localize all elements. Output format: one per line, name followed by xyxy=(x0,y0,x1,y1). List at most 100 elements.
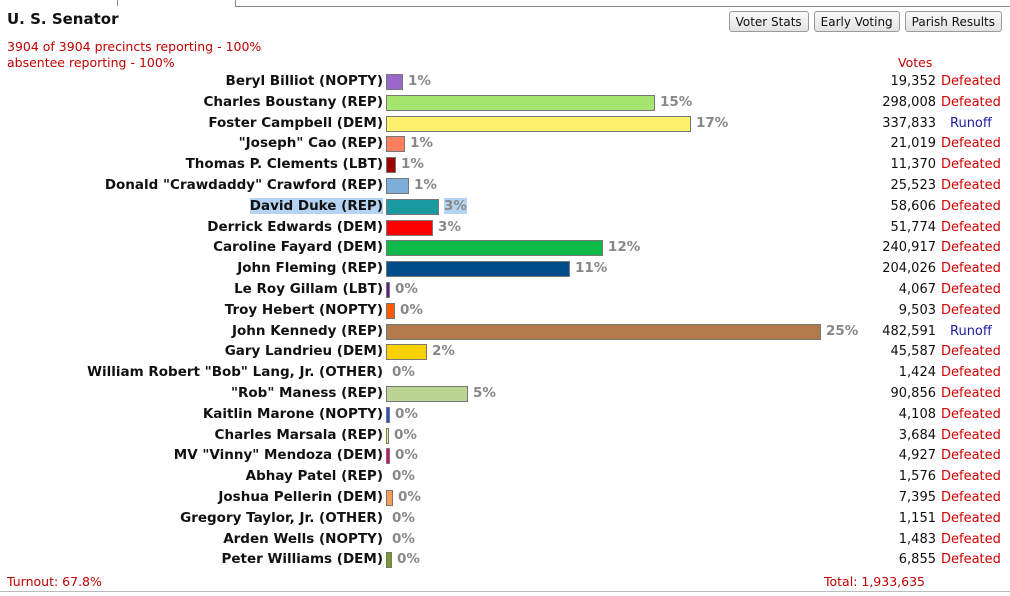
result-row: Gregory Taylor, Jr. (OTHER) 0% 1,151 Defeat… xyxy=(0,509,1010,530)
candidate-name[interactable]: John Fleming (REP) xyxy=(237,260,383,277)
candidate-name[interactable]: Arden Wells (NOPTY) xyxy=(223,530,383,547)
vote-count: 240,917 xyxy=(882,240,936,256)
result-row: John Fleming (REP) 11% 204,026 Defeated xyxy=(0,259,1010,280)
candidate-name[interactable]: Joshua Pellerin (DEM) xyxy=(218,488,383,505)
result-row: Caroline Fayard (DEM) 12% 240,917 Defeated xyxy=(0,238,1010,259)
action-buttons: Voter Stats Early Voting Parish Results xyxy=(728,11,1002,32)
vote-percent: 17% xyxy=(696,114,729,131)
vote-percent: 1% xyxy=(414,176,437,193)
candidate-name[interactable]: MV "Vinny" Mendoza (DEM) xyxy=(173,447,383,464)
vote-percent: 3% xyxy=(438,218,461,235)
votes-column-header: Votes xyxy=(898,55,933,70)
vote-percent: 12% xyxy=(608,239,641,256)
vote-count: 4,108 xyxy=(898,406,936,422)
vote-percent: 3% xyxy=(444,197,467,214)
result-row: William Robert "Bob" Lang, Jr. (OTHER) 0%… xyxy=(0,363,1010,384)
candidate-name[interactable]: William Robert "Bob" Lang, Jr. (OTHER) xyxy=(87,364,383,381)
result-row: Abhay Patel (REP) 0% 1,576 Defeated xyxy=(0,467,1010,488)
outcome-status: Defeated xyxy=(941,489,1001,505)
vote-percent: 5% xyxy=(473,384,496,401)
outcome-status: Defeated xyxy=(941,136,1001,152)
outcome-status: Defeated xyxy=(941,344,1001,360)
vote-bar xyxy=(386,177,409,194)
candidate-name[interactable]: David Duke (REP) xyxy=(249,197,383,214)
candidate-name[interactable]: Gregory Taylor, Jr. (OTHER) xyxy=(180,509,383,526)
outcome-status: Defeated xyxy=(941,302,1001,318)
vote-percent: 15% xyxy=(660,93,693,110)
result-row: Le Roy Gillam (LBT) 0% 4,067 Defeated xyxy=(0,280,1010,301)
candidate-name[interactable]: Le Roy Gillam (LBT) xyxy=(234,280,383,297)
result-row: Charles Boustany (REP) 15% 298,008 Defeated xyxy=(0,93,1010,114)
outcome-status: Defeated xyxy=(941,469,1001,485)
outcome-status: Defeated xyxy=(941,219,1001,235)
result-row: Charles Marsala (REP) 0% 3,684 Defeated xyxy=(0,426,1010,447)
candidate-name[interactable]: Donald "Crawdaddy" Crawford (REP) xyxy=(104,176,383,193)
candidate-name[interactable]: "Joseph" Cao (REP) xyxy=(238,135,383,152)
outcome-status: Defeated xyxy=(941,177,1001,193)
candidate-name[interactable]: Charles Boustany (REP) xyxy=(203,93,383,110)
candidate-name[interactable]: Thomas P. Clements (LBT) xyxy=(185,156,383,173)
vote-count: 58,606 xyxy=(890,198,937,214)
vote-percent: 25% xyxy=(826,322,859,339)
result-row: Thomas P. Clements (LBT) 1% 11,370 Defeated xyxy=(0,155,1010,176)
vote-count: 25,523 xyxy=(890,177,937,193)
vote-percent: 1% xyxy=(401,156,424,173)
candidate-name[interactable]: Foster Campbell (DEM) xyxy=(208,114,383,131)
outcome-status: Defeated xyxy=(941,94,1001,110)
vote-bar xyxy=(386,240,603,257)
candidate-name[interactable]: Abhay Patel (REP) xyxy=(245,468,383,485)
vote-bar xyxy=(386,302,395,319)
outcome-status: Defeated xyxy=(941,157,1001,173)
result-row: David Duke (REP) 3% 58,606 Defeated xyxy=(0,197,1010,218)
outcome-status: Defeated xyxy=(941,552,1001,568)
vote-percent: 0% xyxy=(395,280,418,297)
candidate-name[interactable]: "Rob" Maness (REP) xyxy=(230,384,383,401)
candidate-name[interactable]: Gary Landrieu (DEM) xyxy=(224,343,383,360)
vote-bar xyxy=(386,261,570,278)
outcome-status: Defeated xyxy=(941,406,1001,422)
vote-percent: 0% xyxy=(392,468,415,485)
vote-count: 482,591 xyxy=(882,323,936,339)
vote-count: 9,503 xyxy=(898,302,936,318)
result-row: Derrick Edwards (DEM) 3% 51,774 Defeated xyxy=(0,218,1010,239)
early-voting-button[interactable]: Early Voting xyxy=(813,11,900,32)
vote-bar xyxy=(386,74,403,90)
vote-count: 3,684 xyxy=(898,427,936,443)
vote-count: 19,352 xyxy=(890,74,937,89)
vote-percent: 0% xyxy=(392,530,415,547)
outcome-status: Defeated xyxy=(941,427,1001,443)
outcome-status: Runoff xyxy=(950,115,992,131)
candidate-name[interactable]: Kaitlin Marone (NOPTY) xyxy=(202,405,383,422)
vote-count: 337,833 xyxy=(882,115,936,131)
result-row: Joshua Pellerin (DEM) 0% 7,395 Defeated xyxy=(0,488,1010,509)
candidate-name[interactable]: Peter Williams (DEM) xyxy=(221,551,383,568)
vote-percent: 11% xyxy=(575,260,608,277)
vote-percent: 0% xyxy=(400,301,423,318)
outcome-status: Runoff xyxy=(950,323,992,339)
outcome-status: Defeated xyxy=(941,365,1001,381)
candidate-name[interactable]: Troy Hebert (NOPTY) xyxy=(224,301,383,318)
outcome-status: Defeated xyxy=(941,74,1001,89)
vote-bar xyxy=(386,344,427,361)
candidate-name[interactable]: Beryl Billiot (NOPTY) xyxy=(225,73,383,89)
parish-results-button[interactable]: Parish Results xyxy=(904,11,1002,32)
voter-stats-button[interactable]: Voter Stats xyxy=(728,11,809,32)
vote-percent: 2% xyxy=(432,343,455,360)
vote-percent: 0% xyxy=(392,364,415,381)
candidate-name[interactable]: Caroline Fayard (DEM) xyxy=(213,239,383,256)
race-title: U. S. Senator xyxy=(7,10,119,28)
outcome-status: Defeated xyxy=(941,240,1001,256)
tab-border xyxy=(235,0,236,7)
vote-percent: 1% xyxy=(408,73,431,89)
vote-count: 6,855 xyxy=(898,552,936,568)
vote-bar xyxy=(386,136,405,153)
candidate-name[interactable]: Charles Marsala (REP) xyxy=(214,426,383,443)
candidate-name[interactable]: John Kennedy (REP) xyxy=(232,322,383,339)
vote-percent: 0% xyxy=(395,447,418,464)
result-row: Kaitlin Marone (NOPTY) 0% 4,108 Defeated xyxy=(0,405,1010,426)
candidate-name[interactable]: Derrick Edwards (DEM) xyxy=(207,218,383,235)
vote-count: 21,019 xyxy=(890,136,937,152)
outcome-status: Defeated xyxy=(941,448,1001,464)
result-row: MV "Vinny" Mendoza (DEM) 0% 4,927 Defeated xyxy=(0,446,1010,467)
results-list: Beryl Billiot (NOPTY) 1% 19,352 Defeated Cha… xyxy=(0,72,1010,571)
